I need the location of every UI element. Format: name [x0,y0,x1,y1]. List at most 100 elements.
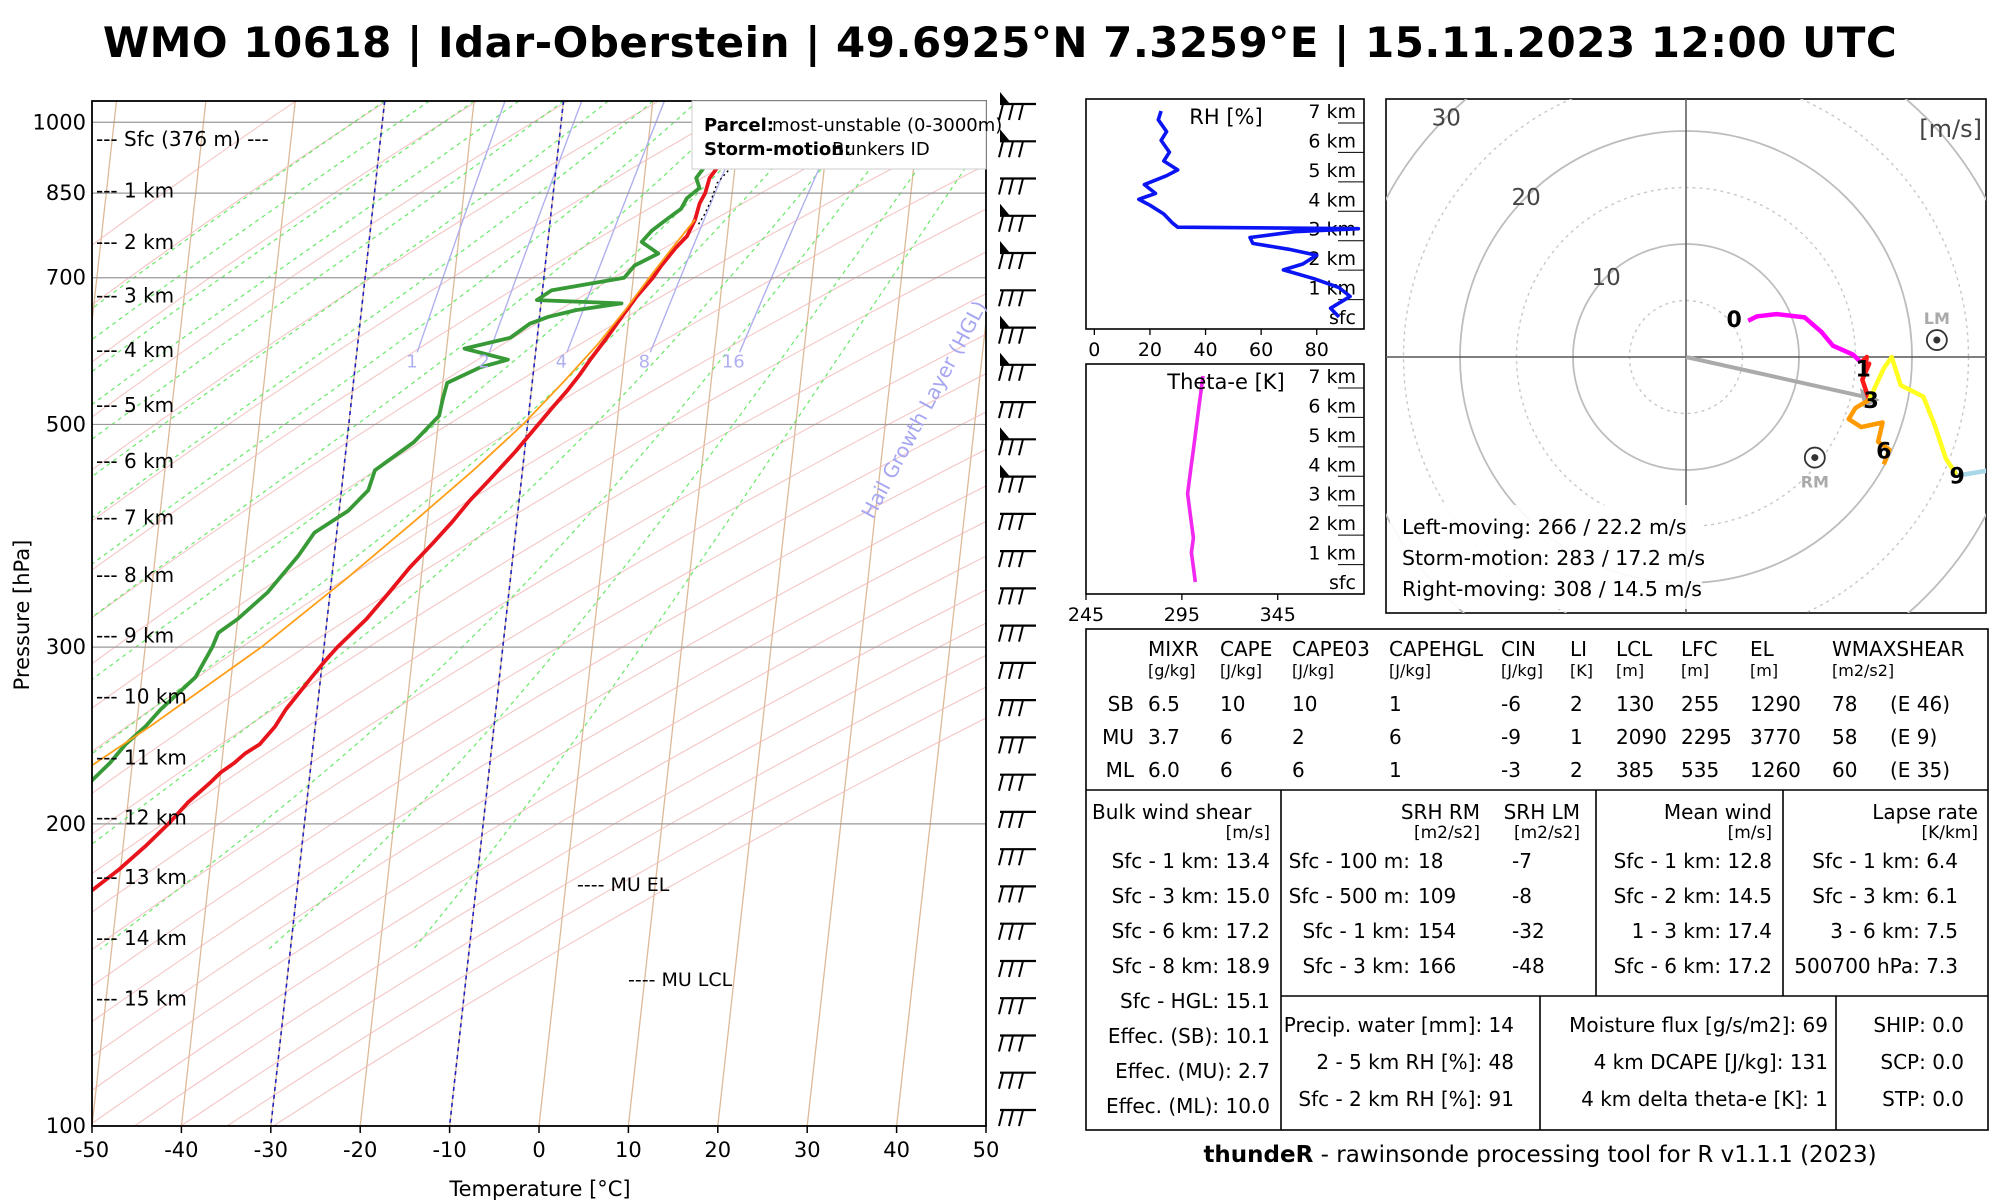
bulk-shear-row: Effec. (ML): 10.0 [1106,1094,1270,1118]
wind-barb [998,922,1036,940]
footer: thundeR - rawinsonde processing tool for… [1090,1142,1990,1168]
storm-motion-arrowhead [1859,387,1880,408]
hodograph-frame [1385,98,1987,614]
barb-feather [1008,923,1014,940]
moist-adiabat [92,101,877,845]
pressure-tick-label: 200 [46,812,86,836]
srh-row-label: Sfc - 1 km: [1302,919,1410,943]
mean-wind-title: Mean wind [1664,800,1772,824]
barb-feather [998,141,1004,158]
pressure-tick-label: 850 [46,181,86,205]
dry-adiabat [273,717,986,1126]
param-cell: (E 46) [1890,692,1950,716]
barb-feather [1018,997,1024,1015]
height-tick-label: 4 km [1308,454,1356,476]
param-unit: [K] [1570,661,1593,680]
wind-barb [998,698,1036,717]
RH-profile-line [1137,110,1361,319]
lapse-rate-row: 500700 hPa: 7.3 [1794,954,1958,978]
skewt-frame [91,100,987,1127]
dry-adiabat [92,373,986,913]
param-cell: 6.5 [1148,692,1180,716]
srh-rm-value: 166 [1418,954,1456,978]
dry-adiabat [92,118,986,665]
hodograph-ring [1402,99,1970,613]
height-tick-label: 2 km [1308,248,1356,270]
param-header: LCL [1616,637,1653,661]
barb-feather [998,625,1004,642]
barb-feather [998,886,1004,903]
param-cell: 255 [1681,692,1719,716]
dewpoint-line [92,138,727,784]
dry-adiabat [92,101,569,418]
hodograph-segment [1867,354,1960,477]
param-unit: [m] [1681,661,1709,680]
barb-feather [998,327,1004,344]
hodograph-ring [1459,130,1913,584]
barb-flag [1000,464,1010,477]
x-tick-label: -30 [254,1138,288,1162]
mixing-ratio-line [738,101,850,353]
hodograph: 10203040LMRM0136912 [1385,98,1987,614]
param-row-label: ML [1106,758,1135,782]
height-label: --- 2 km [96,230,174,254]
barb-feather [1008,811,1014,829]
height-label: --- 13 km [96,865,187,889]
dry-adiabat [92,101,931,619]
x-tick-label: -50 [75,1138,109,1162]
param-cell: 2 [1292,725,1305,749]
legend-box [691,100,987,170]
lm-marker-dot [1933,336,1941,344]
param-cell: (E 9) [1890,725,1937,749]
srh-rm-unit: [m2/s2] [1414,823,1480,843]
param-row-label: SB [1108,692,1134,716]
param-header: LI [1570,637,1587,661]
temperature-line [92,137,753,893]
param-cell: 1 [1389,758,1402,782]
barb-feather [998,1072,1004,1089]
lapse-rate-title: Lapse rate [1872,800,1978,824]
hodo-height-label: 6 [1876,439,1891,464]
ring-label: 10 [1591,265,1620,291]
height-label: --- 12 km [96,805,187,829]
dry-adiabat [92,101,659,471]
param-header: LFC [1681,637,1718,661]
mixing-ratio-label: 4 [556,351,567,372]
pressure-tick-label: 700 [46,266,86,290]
isotherm-line [985,1120,986,1126]
x-tick-label: 245 [1068,604,1104,626]
barb-feather [998,923,1004,940]
barb-feather [1008,513,1014,531]
mixing-ratio-line [488,101,583,353]
hodo-unit: [m/s] [1919,115,1982,143]
param-unit: [J/kg] [1292,661,1334,680]
height-tick-label: 3 km [1308,484,1356,506]
wind-barbs [998,92,1036,1127]
barb-feather [1008,774,1014,791]
dry-adiabat [92,589,986,1125]
height-label: --- 14 km [96,926,187,950]
storm-motion-vector [1685,355,1871,400]
isotherm-line [0,101,27,1126]
param-cell: 1290 [1750,692,1801,716]
wind-barb [998,177,1036,195]
dry-adiabat [92,101,297,246]
hodograph-segment [1956,468,1986,478]
height-tick-label: sfc [1329,307,1356,329]
chart-title: WMO 10618 | Idar-Oberstein | 49.6925°N 7… [102,18,1898,67]
hgl-boundary-line [270,101,386,1126]
barb-feather [1018,774,1024,791]
x-tick-label: 10 [615,1138,642,1162]
rm-marker [1803,446,1826,469]
moist-adiabat [268,101,967,950]
lapse-rate-row: 3 - 6 km: 7.5 [1830,919,1958,943]
barb-feather [1008,625,1014,642]
height-label: --- Sfc (376 m) --- [96,127,269,151]
wind-barb [998,129,1036,158]
ring-label: 30 [1432,105,1461,131]
wind-barb [998,773,1036,791]
param-cell: 535 [1681,758,1719,782]
x-tick-label: 295 [1164,604,1200,626]
barb-feather [998,439,1004,456]
x-tick-label: -10 [432,1138,466,1162]
